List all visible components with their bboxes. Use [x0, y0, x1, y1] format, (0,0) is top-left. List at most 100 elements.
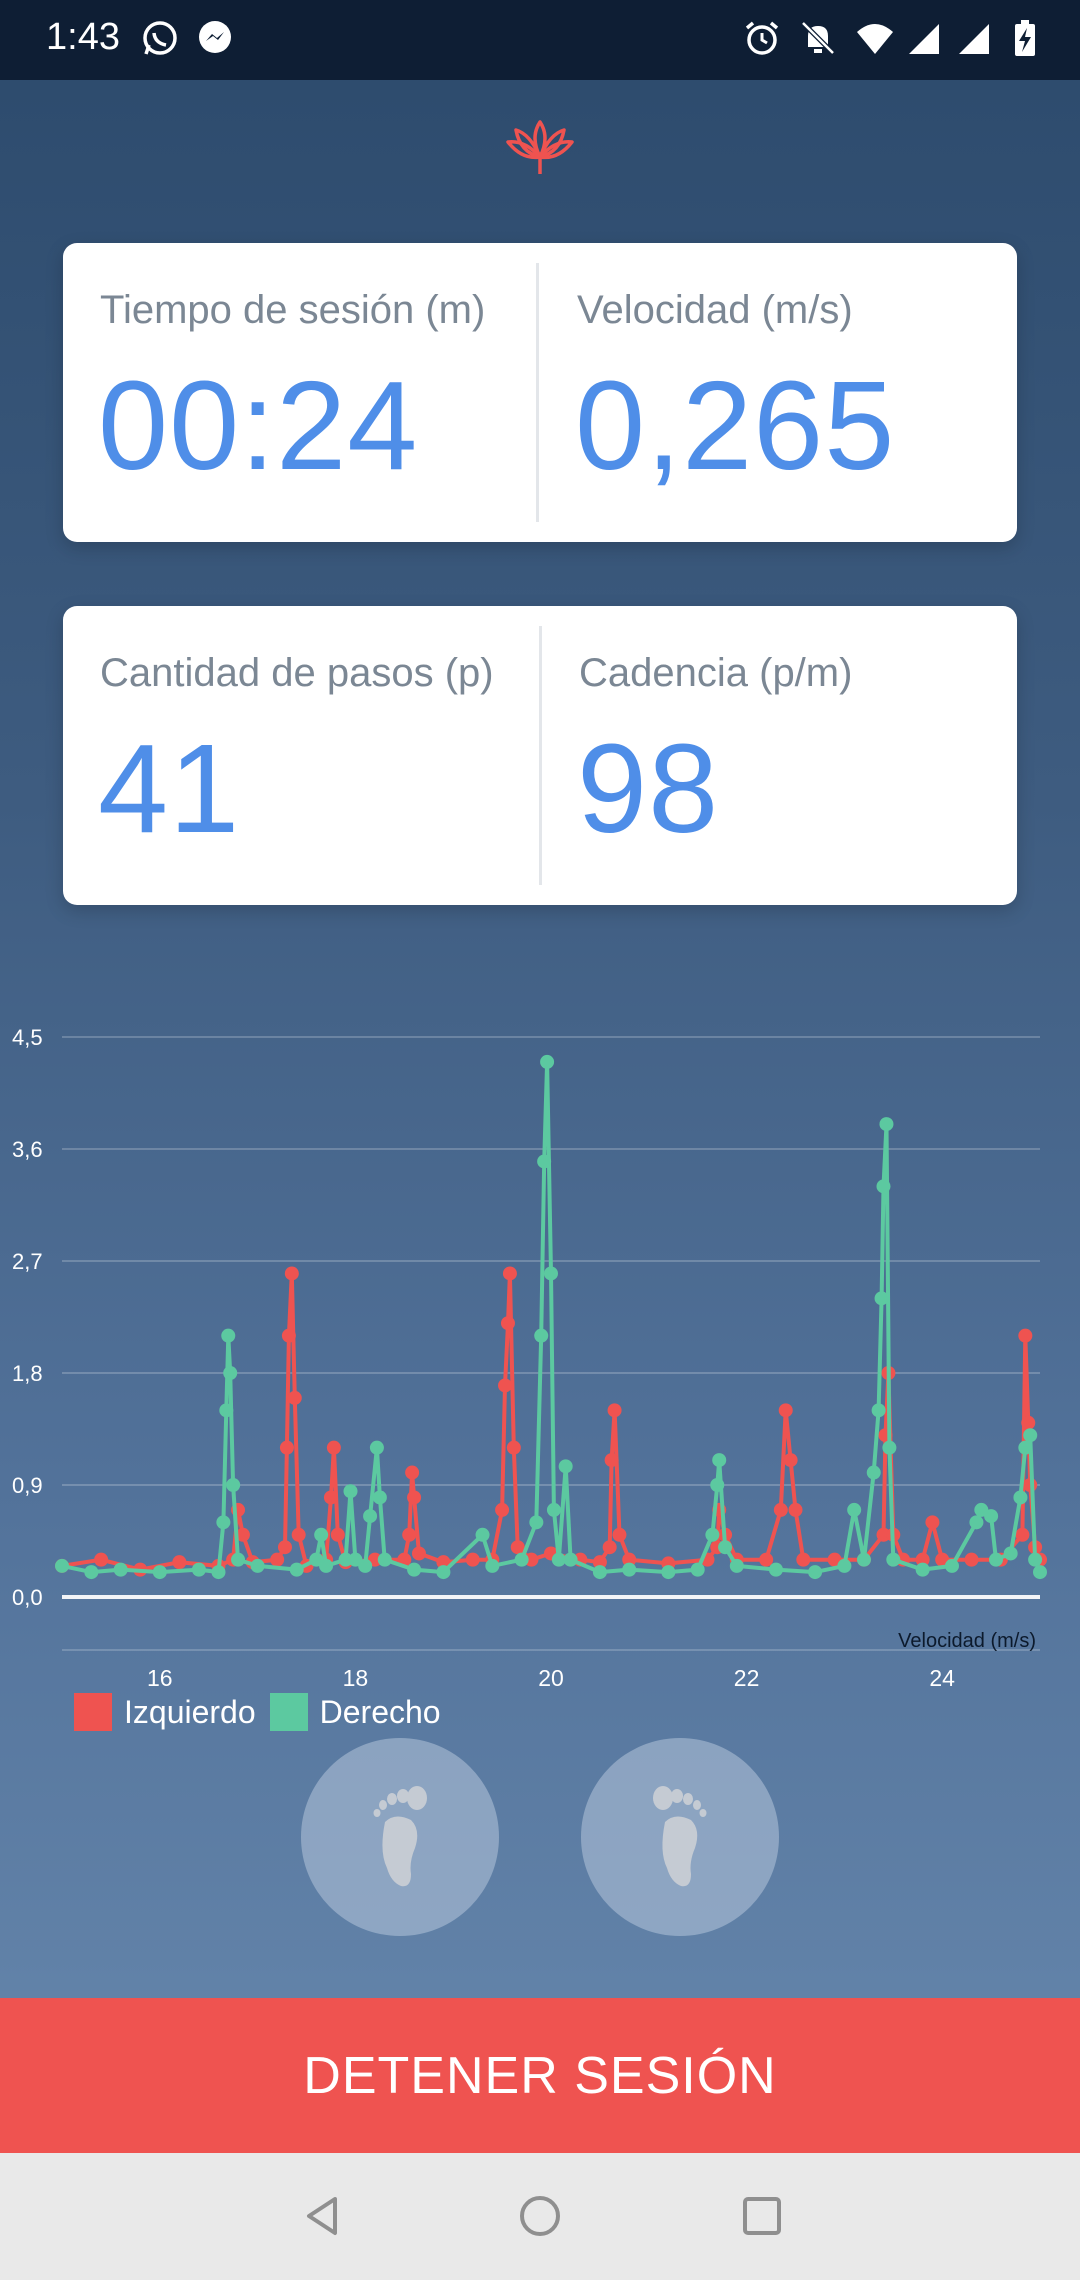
chart-legend: Izquierdo Derecho	[74, 1690, 455, 1734]
left-foot-data-point	[607, 1403, 622, 1418]
left-foot-data-point	[783, 1453, 798, 1468]
left-foot-data-point	[1015, 1527, 1030, 1542]
left-foot-data-point	[778, 1403, 793, 1418]
left-foot-data-point	[495, 1502, 510, 1517]
messenger-icon	[195, 18, 235, 58]
right-foot-data-point	[537, 1154, 552, 1169]
right-foot-data-point	[622, 1562, 637, 1577]
right-foot-data-point	[514, 1552, 529, 1567]
right-foot-data-point	[712, 1453, 727, 1468]
right-foot-data-point	[407, 1562, 422, 1577]
left-foot-data-point	[604, 1453, 619, 1468]
left-foot-data-point	[612, 1527, 627, 1542]
left-foot-data-point	[592, 1555, 607, 1570]
alarm-icon	[742, 18, 782, 58]
notifications-off-icon	[798, 18, 838, 58]
right-foot-data-point	[710, 1478, 725, 1492]
right-foot-data-point	[540, 1054, 555, 1069]
left-foot-data-point	[759, 1552, 774, 1567]
x-tick-label: 22	[734, 1665, 760, 1691]
left-foot-data-point	[279, 1440, 294, 1455]
battery-charging-icon	[1005, 18, 1045, 58]
right-foot-data-point	[1013, 1490, 1028, 1505]
signal-icon	[955, 18, 995, 58]
right-foot-data-point	[369, 1440, 384, 1455]
legend-swatch-left	[74, 1693, 112, 1731]
right-foot-data-point	[372, 1490, 387, 1505]
left-foot-data-point	[284, 1266, 299, 1281]
home-icon[interactable]	[515, 2191, 565, 2241]
left-foot-data-point	[925, 1515, 940, 1530]
left-foot-data-point	[270, 1552, 285, 1567]
cadence-value: 98	[577, 718, 720, 859]
session-time-value: 00:24	[98, 355, 419, 496]
session-metrics-card: Tiempo de sesión (m) 00:24 Velocidad (m/…	[63, 243, 1017, 542]
right-foot-data-point	[343, 1484, 358, 1499]
right-foot-data-point	[84, 1565, 99, 1580]
left-foot-data-point	[502, 1266, 517, 1281]
left-foot-data-point	[277, 1540, 292, 1555]
right-foot-data-point	[436, 1565, 451, 1580]
speed-chart: 0,0 0,9 1,8 2,7 3,6 4,5 16 18 20 22 24 Velocidad …	[0, 1000, 1080, 1740]
legend-swatch-right	[269, 1693, 308, 1731]
right-foot-data-point	[544, 1266, 558, 1281]
right-foot-data-point	[1023, 1428, 1038, 1443]
right-foot-data-point	[915, 1562, 930, 1577]
status-bar: 1:43	[0, 0, 1080, 80]
right-foot-data-point	[837, 1558, 852, 1573]
right-foot-data-point	[592, 1565, 607, 1580]
right-foot-data-point	[882, 1440, 897, 1455]
right-foot-button[interactable]	[581, 1738, 779, 1936]
stop-session-button[interactable]: DETENER SESIÓN	[0, 1998, 1080, 2153]
left-foot-button[interactable]	[301, 1738, 499, 1936]
right-foot-icon	[653, 1786, 707, 1887]
y-tick-label: 0,0	[12, 1585, 43, 1610]
right-foot-data-point	[984, 1509, 999, 1524]
right-foot-data-point	[874, 1291, 889, 1306]
speed-chart-svg: 0,0 0,9 1,8 2,7 3,6 4,5 16 18 20 22 24 Velocidad …	[12, 1025, 1047, 1691]
right-foot-data-point	[475, 1527, 490, 1542]
lotus-logo-icon	[500, 112, 580, 182]
y-tick-label: 1,8	[12, 1361, 43, 1386]
speed-label: Velocidad (m/s)	[577, 288, 853, 332]
left-foot-data-point	[465, 1552, 480, 1567]
left-foot-icon	[373, 1786, 427, 1887]
x-tick-label: 18	[343, 1665, 369, 1691]
left-foot-data-point	[330, 1527, 345, 1542]
wifi-icon	[855, 18, 895, 58]
right-foot-data-point	[223, 1366, 238, 1380]
right-foot-data-point	[319, 1558, 334, 1573]
back-icon[interactable]	[297, 2191, 347, 2241]
right-foot-data-point	[944, 1558, 959, 1573]
left-foot-data-point	[1021, 1415, 1036, 1430]
right-foot-data-point	[969, 1515, 984, 1530]
card-divider	[536, 263, 539, 522]
left-foot-data-point	[326, 1440, 341, 1455]
right-foot-data-point	[768, 1562, 783, 1577]
left-foot-data-point	[436, 1555, 451, 1570]
right-foot-data-point	[866, 1465, 881, 1480]
left-foot-data-point	[524, 1552, 539, 1567]
right-foot-data-point	[485, 1558, 500, 1573]
right-foot-data-point	[211, 1565, 226, 1580]
y-tick-label: 3,6	[12, 1137, 43, 1162]
left-foot-data-point	[773, 1502, 788, 1517]
session-time-label: Tiempo de sesión (m)	[100, 288, 486, 332]
whatsapp-icon	[140, 18, 180, 58]
recents-icon[interactable]	[737, 2191, 787, 2241]
right-foot-data-point	[729, 1558, 744, 1573]
left-foot-data-point	[506, 1440, 521, 1455]
right-foot-data-point	[363, 1509, 378, 1524]
right-foot-data-point	[377, 1552, 392, 1567]
signal-icon	[905, 18, 945, 58]
right-foot-data-point	[55, 1558, 69, 1573]
right-foot-data-point	[879, 1117, 894, 1132]
right-foot-data-point	[551, 1552, 566, 1567]
right-foot-data-point	[558, 1459, 573, 1474]
right-foot-data-point	[546, 1502, 561, 1517]
left-foot-data-point	[281, 1328, 296, 1343]
card-divider	[539, 626, 542, 885]
right-foot-data-point	[988, 1552, 1003, 1567]
right-foot-data-point	[871, 1403, 886, 1418]
right-foot-data-point	[216, 1515, 231, 1530]
